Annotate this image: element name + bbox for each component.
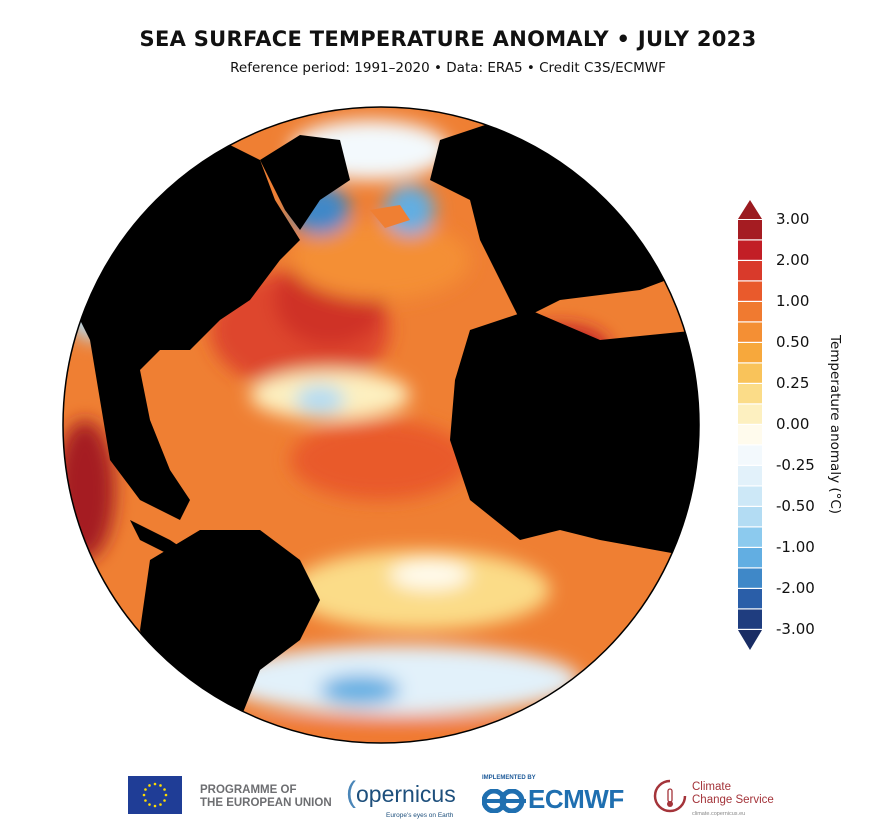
copernicus-wordmark: opernicus xyxy=(356,781,456,807)
colorbar-segment xyxy=(738,343,762,363)
ecmwf-emblem-icon xyxy=(482,789,526,813)
colorbar-segment xyxy=(738,548,762,568)
colorbar-tick-label: 3.00 xyxy=(776,210,810,228)
colorbar xyxy=(738,200,762,650)
colorbar-segment xyxy=(738,507,762,527)
eu-star-icon xyxy=(163,799,166,802)
ocean-anomaly-field xyxy=(63,120,610,743)
eu-star-icon xyxy=(164,793,168,797)
colorbar-over-arrow xyxy=(738,200,762,219)
colorbar-under-arrow xyxy=(738,630,762,650)
eu-stars-icon xyxy=(142,782,168,808)
colorbar-tick-label: -3.00 xyxy=(776,620,815,638)
colorbar-tick-label: -2.00 xyxy=(776,579,815,597)
colorbar-segment xyxy=(738,220,762,240)
colorbar-segment xyxy=(738,609,762,629)
colorbar-segment xyxy=(738,425,762,445)
eu-text-line2: THE EUROPEAN UNION xyxy=(200,797,332,809)
eu-star-icon xyxy=(148,803,151,806)
globe-map xyxy=(62,106,700,744)
colorbar-tick-label: 1.00 xyxy=(776,292,810,310)
map-subtitle: Reference period: 1991–2020 • Data: ERA5… xyxy=(230,60,666,76)
colorbar-segment xyxy=(738,302,762,322)
colorbar-tick-label: 0.50 xyxy=(776,333,810,351)
eu-star-icon xyxy=(142,793,146,797)
ccs-url: climate.copernicus.eu xyxy=(692,811,746,817)
colorbar-tick-label: -1.00 xyxy=(776,538,815,556)
ecmwf-logo: ECMWF xyxy=(528,784,624,814)
copernicus-tagline: Europe's eyes on Earth xyxy=(386,812,454,819)
colorbar-segment xyxy=(738,589,762,609)
globe-outline xyxy=(62,106,700,744)
map-title: SEA SURFACE TEMPERATURE ANOMALY • JULY 2… xyxy=(139,27,757,51)
footer-logos: PROGRAMME OF THE EUROPEAN UNION (opernic… xyxy=(0,772,896,826)
colorbar-segment xyxy=(738,281,762,301)
eu-star-icon xyxy=(148,784,151,787)
colorbar-tick-label: 0.00 xyxy=(776,415,810,433)
climate-thermometer-icon xyxy=(653,779,687,813)
eu-flag-logo xyxy=(128,776,182,814)
colorbar-segment xyxy=(738,486,762,506)
eu-programme-text: PROGRAMME OF THE EUROPEAN UNION xyxy=(200,784,332,810)
colorbar-segment xyxy=(738,445,762,465)
eu-star-icon xyxy=(159,784,162,787)
colorbar-segment xyxy=(738,527,762,547)
colorbar-tick-label: 0.25 xyxy=(776,374,810,392)
land-greenland xyxy=(260,135,350,230)
eu-star-icon xyxy=(163,788,166,791)
ccs-line1: Climate xyxy=(692,781,731,793)
eu-star-icon xyxy=(144,799,147,802)
copernicus-logo: (opernicus xyxy=(346,778,456,808)
ccs-logo-text: Climate Change Service xyxy=(692,781,774,807)
implemented-by-label: IMPLEMENTED BY xyxy=(482,775,536,781)
colorbar-tick-label: -0.50 xyxy=(776,497,815,515)
colorbar-segment xyxy=(738,384,762,404)
colorbar-segment xyxy=(738,568,762,588)
colorbar-tick-label: -0.25 xyxy=(776,456,815,474)
eu-star-icon xyxy=(153,804,157,808)
eu-star-icon xyxy=(153,782,157,786)
eu-text-line1: PROGRAMME OF xyxy=(200,784,297,796)
ccs-line2: Change Service xyxy=(692,794,774,806)
colorbar-segment xyxy=(738,363,762,383)
copernicus-arc-icon: ( xyxy=(346,776,356,809)
colorbar-segment xyxy=(738,261,762,281)
colorbar-segment xyxy=(738,240,762,260)
colorbar-segment xyxy=(738,404,762,424)
eu-star-icon xyxy=(159,803,162,806)
colorbar-label: Temperature anomaly (°C) xyxy=(827,335,843,515)
land-africa xyxy=(450,310,699,560)
colorbar-tick-label: 2.00 xyxy=(776,251,810,269)
colorbar-segment xyxy=(738,322,762,342)
colorbar-segment xyxy=(738,466,762,486)
land-iceland xyxy=(370,205,410,228)
eu-star-icon xyxy=(144,788,147,791)
